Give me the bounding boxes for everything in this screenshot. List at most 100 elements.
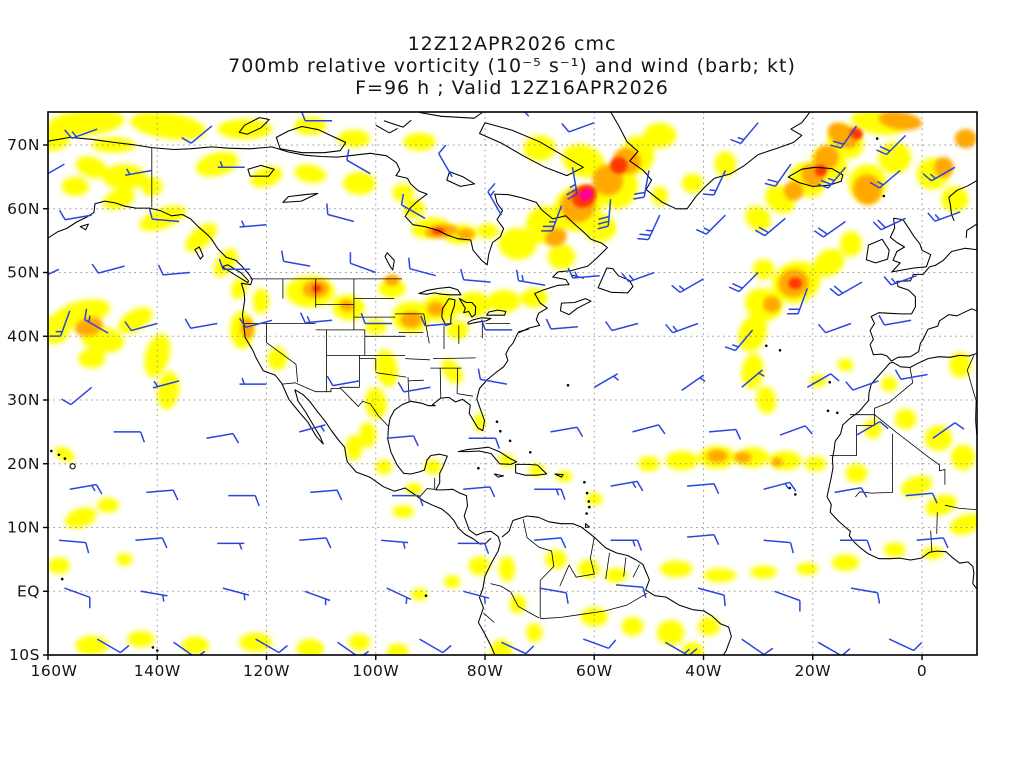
- wind-barb: [534, 537, 567, 549]
- political-border: [522, 519, 555, 618]
- wind-barb: [157, 264, 191, 276]
- coastline: [48, 136, 608, 655]
- island-outline: [275, 125, 347, 154]
- vorticity-cell: [741, 353, 764, 390]
- vorticity-cell: [509, 594, 526, 614]
- vorticity-cell: [954, 129, 977, 149]
- wind-barb: [817, 641, 851, 655]
- wind-barb: [774, 590, 801, 612]
- wind-barb: [681, 374, 706, 392]
- vorticity-cell: [487, 289, 521, 313]
- vorticity-cell: [523, 135, 556, 161]
- wind-barb: [480, 319, 513, 331]
- wind-barb: [616, 584, 647, 598]
- island-outline: [238, 117, 270, 135]
- wind-barb: [927, 211, 961, 222]
- wind-barb: [419, 638, 452, 654]
- vorticity-cell: [883, 542, 906, 558]
- small-island-dot: [57, 453, 61, 457]
- vorticity-cell: [703, 568, 737, 583]
- vorticity-cell: [139, 205, 187, 232]
- vorticity-cell: [348, 634, 371, 651]
- coastline: [610, 112, 811, 210]
- wind-barb: [49, 310, 71, 337]
- lon-tick-label: 80W: [467, 662, 504, 680]
- small-island-dot: [788, 486, 792, 490]
- lake-outline: [441, 298, 456, 326]
- lake-outline: [486, 309, 507, 316]
- wind-barb: [840, 539, 872, 551]
- political-border: [874, 414, 946, 485]
- island-outline: [79, 223, 89, 231]
- wind-barb: [217, 542, 245, 550]
- wind-barb: [228, 494, 260, 507]
- vorticity-cell: [796, 562, 819, 576]
- vorticity-cell: [814, 145, 839, 171]
- vorticity-cell: [853, 174, 882, 205]
- vorticity-cell: [296, 639, 324, 655]
- political-border: [849, 408, 875, 416]
- wind-barb: [152, 380, 180, 389]
- vorticity-cell: [681, 173, 704, 193]
- wind-barb: [438, 144, 453, 178]
- political-border: [930, 530, 933, 552]
- vorticity-cell: [400, 311, 423, 329]
- political-border: [375, 372, 407, 378]
- wind-barb: [764, 163, 792, 187]
- vorticity-cell: [185, 223, 217, 252]
- vorticity-cell: [763, 296, 781, 313]
- map-frame: [47, 111, 978, 656]
- wind-barb: [888, 638, 923, 652]
- island-outline: [194, 246, 204, 260]
- political-border: [855, 433, 893, 498]
- small-island-dot: [529, 451, 532, 454]
- wind-barb: [730, 122, 759, 145]
- vorticity-cell: [157, 371, 180, 410]
- wind-barb: [218, 258, 251, 271]
- wind-barb: [58, 209, 92, 221]
- vorticity-cell: [181, 636, 210, 655]
- small-island-dot: [882, 194, 886, 198]
- wind-barb: [184, 318, 218, 329]
- island-outline: [493, 473, 505, 478]
- wind-barb: [724, 329, 754, 352]
- vorticity-cell: [934, 157, 954, 178]
- vorticity-cell: [457, 228, 475, 240]
- small-island-dot: [765, 344, 768, 348]
- vorticity-cell: [881, 376, 898, 392]
- wind-barb: [697, 587, 726, 607]
- wind-barb: [695, 214, 726, 235]
- wind-barb: [817, 166, 847, 189]
- vorticity-cell: [386, 643, 409, 655]
- vorticity-cell: [580, 607, 608, 627]
- vorticity-cell: [345, 435, 363, 461]
- vorticity-cell: [941, 186, 969, 212]
- island-outline: [787, 166, 844, 187]
- wind-barb: [280, 250, 311, 267]
- wind-barb: [741, 638, 774, 655]
- lon-tick-label: 60W: [576, 662, 613, 680]
- wind-barb: [883, 274, 917, 286]
- latlon-grid: [48, 112, 977, 655]
- wind-barb: [408, 257, 436, 277]
- small-island-dot: [794, 493, 797, 496]
- vorticity-cell: [577, 559, 600, 579]
- island-outline: [478, 122, 584, 177]
- vorticity-cell: [392, 505, 414, 518]
- vorticity-cell: [375, 349, 398, 388]
- wind-barb: [181, 125, 213, 144]
- lat-tick-label: 40N: [7, 327, 40, 345]
- title-forecast-valid: F=96 h ; Valid 12Z16APR2026: [355, 77, 669, 99]
- wind-barb: [501, 641, 535, 655]
- figure-titles: 12Z12APR2026 cmc 700mb relative vorticit…: [0, 33, 1024, 99]
- vorticity-cell: [75, 635, 109, 655]
- island-outline: [515, 463, 548, 476]
- wind-barb: [806, 373, 840, 388]
- wind-barb: [381, 539, 409, 549]
- lon-tick-label: 100W: [352, 662, 399, 680]
- wind-barb: [763, 481, 797, 492]
- vorticity-cell: [441, 358, 463, 384]
- vorticity-cell: [127, 630, 155, 648]
- wind-barb: [463, 486, 496, 498]
- island-outline: [584, 523, 590, 529]
